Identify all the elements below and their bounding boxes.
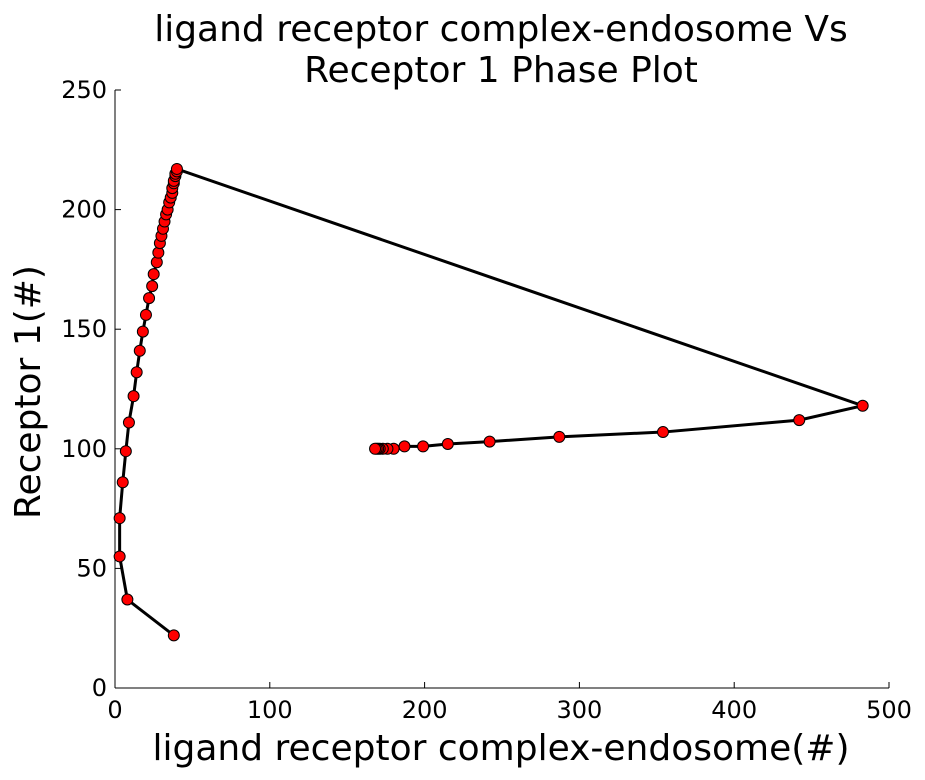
data-point	[130, 366, 143, 379]
x-tick-label: 0	[107, 696, 122, 724]
data-point	[398, 440, 411, 453]
x-tick-label: 500	[866, 696, 912, 724]
data-point	[167, 629, 180, 642]
data-point	[656, 426, 669, 439]
data-point	[136, 325, 149, 338]
y-tick-label: 200	[61, 196, 107, 224]
x-tick-label: 100	[247, 696, 293, 724]
data-point	[170, 162, 183, 175]
chart-title-line-2: Receptor 1 Phase Plot	[304, 50, 698, 91]
data-point	[127, 390, 140, 403]
data-point	[139, 308, 152, 321]
y-tick-label: 250	[61, 76, 107, 104]
data-point	[113, 512, 126, 525]
x-tick-label: 200	[402, 696, 448, 724]
data-point	[369, 442, 382, 455]
data-point	[119, 445, 132, 458]
data-point	[441, 438, 454, 451]
data-markers	[113, 162, 869, 642]
data-point	[856, 399, 869, 412]
data-point	[146, 280, 159, 293]
data-point	[133, 344, 146, 357]
tick-marks: 0 100 200 300 400 500 0 50 100 150 200 250	[61, 76, 912, 724]
data-point	[143, 292, 156, 305]
chart-title-line-1: ligand receptor complex-endosome Vs	[154, 9, 848, 50]
x-axis-label: ligand receptor complex-endosome(#)	[152, 728, 849, 769]
data-point	[793, 414, 806, 427]
data-point	[553, 430, 566, 443]
x-tick-label: 400	[711, 696, 757, 724]
data-point	[113, 550, 126, 563]
x-tick-label: 300	[556, 696, 602, 724]
data-point	[417, 440, 430, 453]
data-point	[483, 435, 496, 448]
y-tick-label: 50	[76, 554, 107, 582]
data-point	[147, 268, 160, 281]
axes	[114, 90, 889, 689]
data-point	[116, 476, 129, 489]
data-point	[121, 593, 134, 606]
series-line	[118, 166, 869, 637]
y-tick-label: 150	[61, 315, 107, 343]
data-point	[122, 416, 135, 429]
y-tick-label: 100	[61, 435, 107, 463]
y-axis-label: Receptor 1(#)	[8, 265, 49, 519]
y-tick-label: 0	[92, 674, 107, 702]
